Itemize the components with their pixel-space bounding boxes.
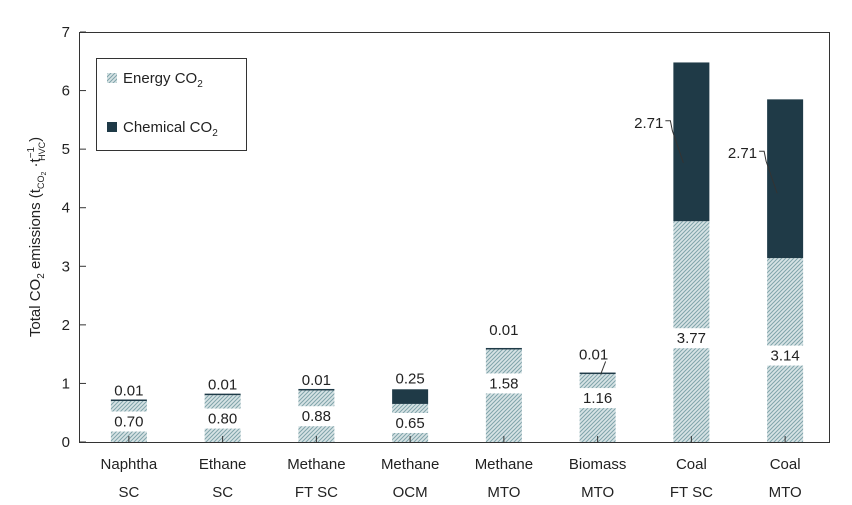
category-label-line1: Coal [770,456,801,473]
category-label-line1: Coal [676,456,707,473]
energy-value-label: 1.58 [489,375,518,392]
energy-label-bg [391,412,430,433]
bar-chemical [673,62,710,222]
chemical-value-label: 2.71 [728,145,757,162]
y-axis-title-main: Total CO [27,279,44,337]
bar-chemical [298,388,335,391]
category-label-line1: Methane [381,456,439,473]
category-label-line1: Methane [287,456,345,473]
category-label-line2: MTO [487,484,520,501]
y-axis-title-sub: 2 [36,273,47,279]
energy-label-bg [672,328,711,349]
legend-box [96,58,247,151]
category-label-line1: Naphtha [101,456,158,473]
y-tick-label: 2 [62,317,70,334]
y-tick-label: 5 [62,141,70,158]
energy-label-bg [766,345,805,366]
y-tick-label: 3 [62,258,70,275]
energy-label-bg [297,406,336,427]
chemical-value-label: 0.01 [114,382,143,399]
category-label-line1: Methane [475,456,533,473]
chemical-leader-line [759,150,778,194]
legend-label-energy: Energy CO2 [123,70,203,90]
category-label-line2: SC [118,484,139,501]
legend-swatch-chemical [107,122,117,132]
bar-chemical [204,393,241,396]
bar-chemical [392,389,429,404]
category-label-line2: OCM [393,484,428,501]
energy-value-label: 1.16 [583,390,612,407]
energy-value-label: 3.77 [677,330,706,347]
bar-chemical [110,399,147,401]
bar-chemical [579,372,616,375]
bar-chemical [485,347,522,350]
category-label-line2: MTO [769,484,802,501]
energy-value-label: 3.14 [771,348,800,365]
chemical-value-label: 0.01 [208,377,237,394]
legend-label-chemical: Chemical CO2 [123,119,218,139]
y-tick-label: 7 [62,24,70,41]
category-label-line1: Ethane [199,456,247,473]
legend-swatch-energy [107,73,117,83]
category-label-line2: SC [212,484,233,501]
bar-chemical [767,99,804,259]
energy-label-bg [109,411,148,432]
plot-frame [79,32,830,443]
category-labels: Naphtha SC Ethane SC Methane FT SC Methane OCM M… [101,436,802,501]
y-tick-label: 6 [62,83,70,100]
chemical-value-label: 0.01 [579,346,608,363]
category-label-line2: FT SC [295,484,338,501]
category-label-line2: FT SC [670,484,713,501]
legend: Energy CO2 Chemical CO2 [96,58,247,151]
energy-value-label: 0.80 [208,411,237,428]
y-tick-label: 0 [62,434,70,451]
bars: 0.70 0.01 0.80 0.01 0.88 0.01 0.65 0.25 1.58 0.01… [109,62,805,442]
chemical-value-label: 0.01 [489,322,518,339]
energy-value-label: 0.65 [396,415,425,432]
energy-value-label: 0.70 [114,414,143,431]
energy-label-bg [484,373,523,394]
chemical-value-label: 0.01 [302,372,331,389]
y-tick-label: 4 [62,200,70,217]
chemical-value-label: 2.71 [634,115,663,132]
category-label-line2: MTO [581,484,614,501]
bar-energy [485,349,522,442]
chemical-leader-line [600,361,607,375]
chemical-value-label: 0.25 [396,370,425,387]
energy-label-bg [203,408,242,429]
energy-value-label: 0.88 [302,408,331,425]
y-axis: 0 1 2 3 4 5 6 7 [62,24,86,451]
energy-label-bg [578,388,617,409]
y-tick-label: 1 [62,375,70,392]
chemical-leader-line [665,120,684,163]
category-label-line1: Biomass [569,456,627,473]
y-axis-title: Total CO2 emissions (tCO2 ·t−1HVC) [26,137,48,337]
